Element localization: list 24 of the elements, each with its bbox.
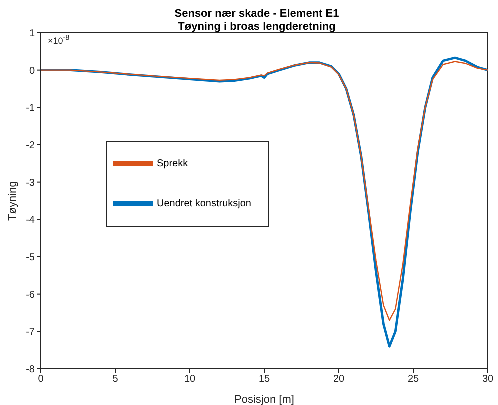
y-tick-label: -2: [26, 140, 36, 152]
x-tick-label: 5: [112, 374, 119, 386]
y-tick-label: -3: [26, 178, 36, 189]
y-tick-label: -8: [26, 364, 36, 376]
y-tick-label: 1: [29, 28, 36, 40]
y-tick-label: -5: [26, 252, 36, 264]
y-tick-label: -7: [26, 327, 36, 338]
chart-title: Sensor nær skade - Element E1: [174, 8, 340, 21]
y-axis-title: Tøyning: [6, 181, 19, 221]
legend-label: Sprekk: [157, 158, 188, 170]
y-tick-label: -6: [26, 290, 36, 301]
x-tick-label: 30: [482, 374, 494, 386]
x-tick-label: 0: [38, 374, 44, 386]
legend-label: Uendret konstruksjon: [157, 198, 252, 210]
annotation: ×10$^{-8}$: [48, 32, 70, 46]
x-tick-label: 25: [408, 374, 420, 386]
y-tick-label: -4: [26, 215, 36, 226]
x-tick-label: 20: [333, 374, 345, 386]
y-tick-label: -1: [26, 103, 36, 114]
y-tick-label: 0: [29, 66, 36, 77]
x-axis-title: Posisjon [m]: [234, 394, 294, 405]
x-tick-label: 15: [258, 374, 270, 386]
chart-subtitle: Tøyning i broas lengderetning: [178, 21, 336, 33]
x-tick-label: 10: [184, 374, 196, 386]
